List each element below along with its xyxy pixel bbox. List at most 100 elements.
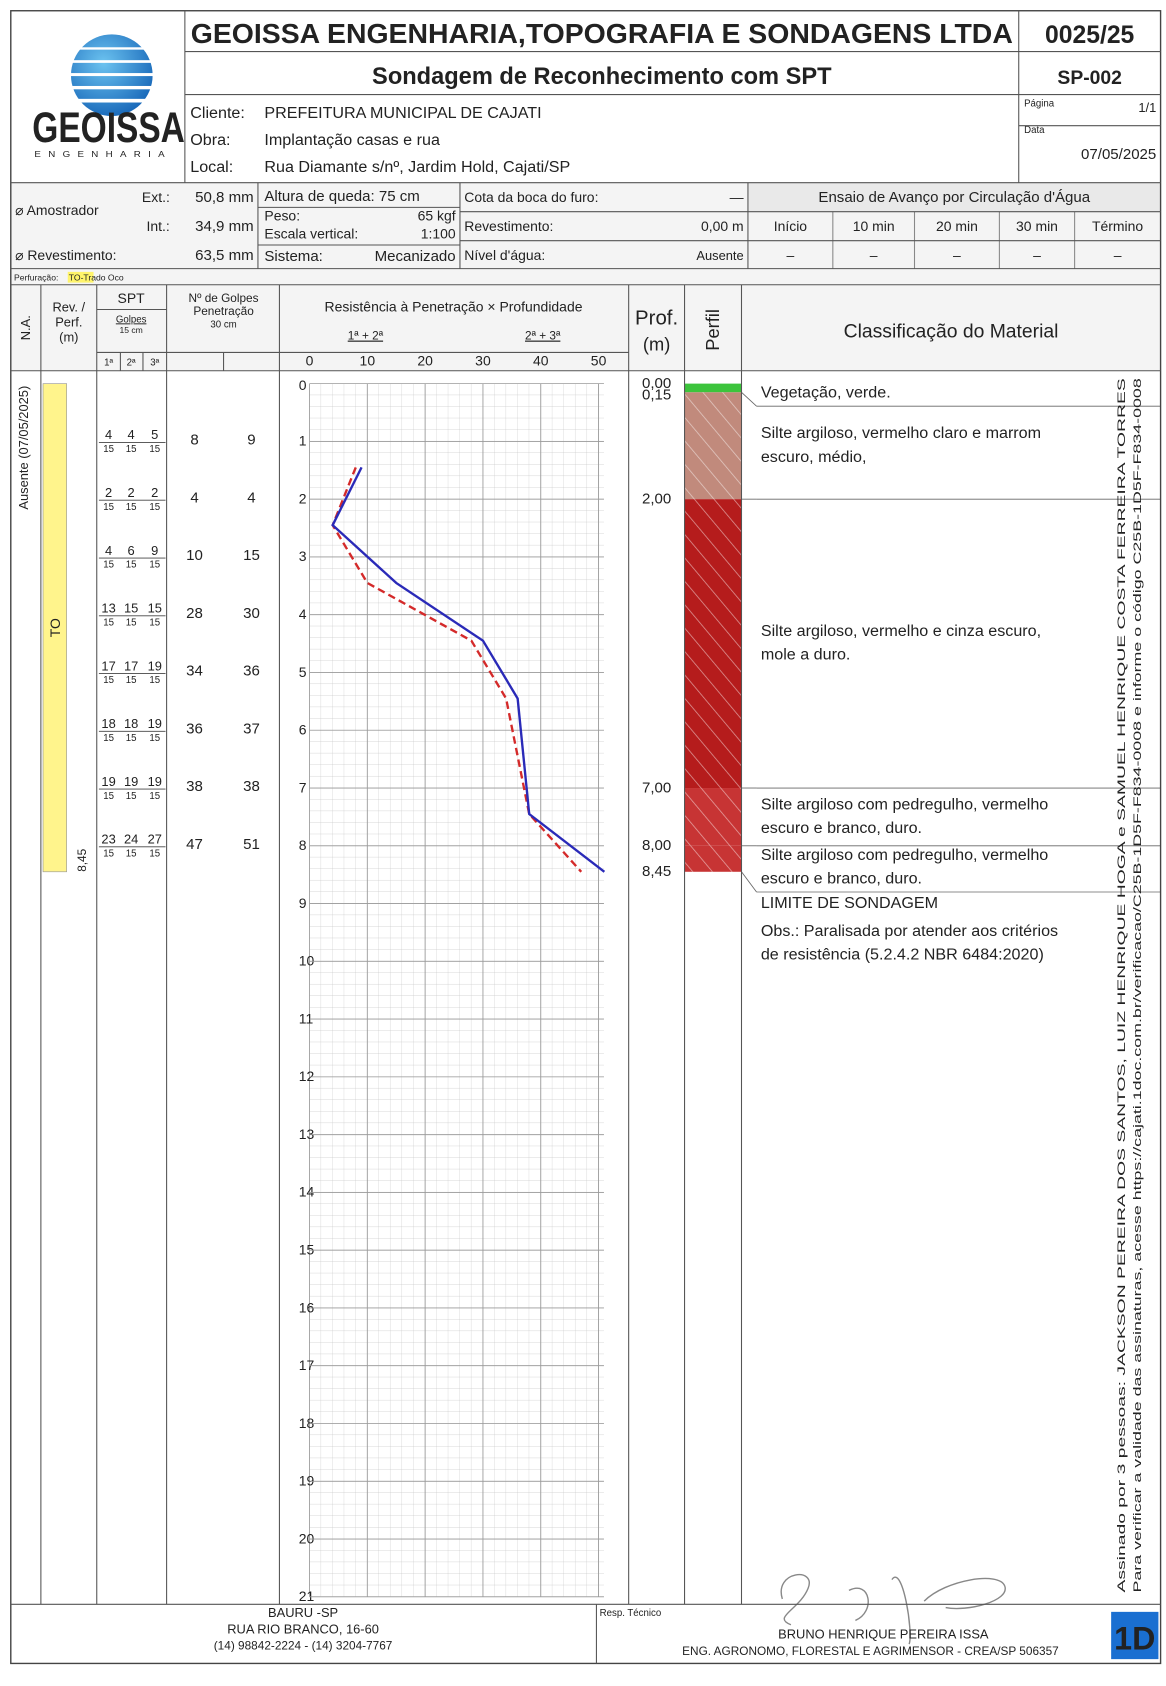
badge-box	[1111, 1611, 1159, 1660]
blow-count: 2	[151, 485, 158, 500]
sum-23: 36	[243, 663, 260, 680]
label: –	[1114, 247, 1122, 263]
x-tick-label: 0	[306, 352, 314, 368]
layer-description: Silte argiloso, vermelho claro e marrom	[761, 424, 1041, 442]
label: Int.:	[147, 218, 170, 234]
x-tick-label: 50	[591, 352, 607, 368]
blow-count: 18	[101, 716, 115, 731]
label: 20 min	[936, 218, 978, 234]
label: Prof.	[635, 308, 678, 330]
penetration: 15	[103, 502, 114, 513]
label: 1/1	[1138, 100, 1156, 115]
label: SPT	[118, 290, 146, 306]
company: GEOISSA ENGENHARIA,TOPOGRAFIA E SONDAGEN…	[191, 18, 1013, 49]
label: (m)	[59, 330, 78, 345]
x-tick-label: 30	[475, 352, 491, 368]
penetration: 15	[103, 560, 114, 571]
label: 15 cm	[119, 325, 142, 335]
minor-grid	[309, 383, 604, 1597]
blow-count: 18	[124, 716, 138, 731]
sum-12: 28	[186, 605, 203, 622]
note: de resistência (5.2.4.2 NBR 6484:2020)	[761, 946, 1044, 964]
sum-12: 10	[186, 547, 203, 564]
header-shade	[10, 182, 1161, 371]
penetration: 15	[126, 849, 137, 860]
y-tick-label: 18	[299, 1415, 315, 1431]
signature-text: Para verificar a validade das assinatura…	[1132, 378, 1144, 1592]
limit: LIMITE DE SONDAGEM	[761, 894, 938, 912]
sum-23: 4	[247, 489, 255, 506]
layer-description: mole a duro.	[761, 646, 851, 664]
penetration: 15	[126, 617, 137, 628]
sum-12: 47	[186, 836, 203, 853]
label: Rua Diamante s/nº, Jardim Hold, Cajati/S…	[264, 158, 570, 176]
y-tick-label: 21	[299, 1588, 315, 1604]
sum-12: 38	[186, 778, 203, 795]
sum-12: 4	[190, 489, 198, 506]
penetration: 15	[149, 560, 160, 571]
penetration: 15	[149, 849, 160, 860]
penetration: 15	[149, 675, 160, 686]
water-level: Ausente (07/05/2025)	[16, 386, 31, 510]
logo-stripe	[64, 85, 162, 90]
penetration: 15	[103, 675, 114, 686]
sum-12: 34	[186, 663, 203, 680]
label: PREFEITURA MUNICIPAL DE CAJATI	[264, 104, 541, 122]
x-tick-label: 10	[360, 352, 376, 368]
layer-description: Vegetação, verde.	[761, 384, 891, 402]
blow-count: 13	[101, 601, 115, 616]
sum-23: 51	[243, 836, 260, 853]
layer-hatch	[684, 499, 742, 789]
title: Sondagem de Reconhecimento com SPT	[372, 64, 832, 90]
label: Revestimento:	[464, 218, 553, 234]
y-tick-label: 15	[299, 1241, 315, 1257]
sum-12: 8	[190, 432, 198, 449]
y-tick-label: 11	[299, 1010, 314, 1026]
blow-count: 19	[148, 774, 162, 789]
layer-description: Silte argiloso, vermelho e cinza escuro,	[761, 622, 1041, 640]
label: TO-Trado Oco	[69, 272, 124, 282]
legend-entry: 2ª + 3ª	[525, 329, 561, 343]
label: 30 cm	[210, 320, 236, 331]
label: Término	[1092, 218, 1143, 234]
blow-count: 19	[148, 658, 162, 673]
label: Mecanizado	[375, 248, 456, 265]
y-tick-label: 20	[299, 1530, 315, 1546]
logo-stripe	[64, 60, 162, 63]
y-tick-label: 1	[299, 433, 307, 449]
y-tick-label: 16	[299, 1299, 315, 1315]
label: Perfil	[702, 309, 723, 351]
layer-description: Silte argiloso com pedregulho, vermelho	[761, 846, 1048, 864]
penetration: 15	[126, 791, 137, 802]
layer-description: Silte argiloso com pedregulho, vermelho	[761, 795, 1048, 813]
blow-count: 19	[148, 716, 162, 731]
blow-count: 17	[101, 658, 115, 673]
penetration: 15	[103, 617, 114, 628]
method-highlight	[67, 271, 94, 283]
penetration: 15	[103, 733, 114, 744]
layer	[684, 383, 742, 393]
penetration: 15	[149, 791, 160, 802]
sum-23: 9	[247, 432, 255, 449]
label: Resp. Técnico	[600, 1608, 662, 1619]
label: Obra:	[190, 131, 230, 149]
depth-label: 2,00	[642, 490, 671, 507]
label: Peso:	[264, 207, 300, 223]
depth-label: 8,45	[642, 863, 671, 880]
blow-count: 19	[124, 774, 138, 789]
y-tick-label: 7	[299, 779, 307, 795]
y-tick-label: 10	[299, 953, 315, 969]
final-depth: 8,45	[75, 848, 89, 871]
layer-description: escuro, médio,	[761, 448, 867, 466]
sum-23: 15	[243, 547, 260, 564]
label: Cliente:	[190, 104, 245, 122]
y-tick-label: 0	[299, 377, 307, 393]
label: Início	[774, 218, 808, 234]
logo-text: GEOISSA	[32, 104, 185, 152]
label: –	[870, 247, 878, 263]
y-tick-label: 4	[299, 606, 307, 622]
penetration: 15	[103, 791, 114, 802]
blow-count: 4	[105, 427, 112, 442]
label: Nível d'água:	[464, 247, 545, 263]
logo-stripe	[64, 47, 162, 50]
